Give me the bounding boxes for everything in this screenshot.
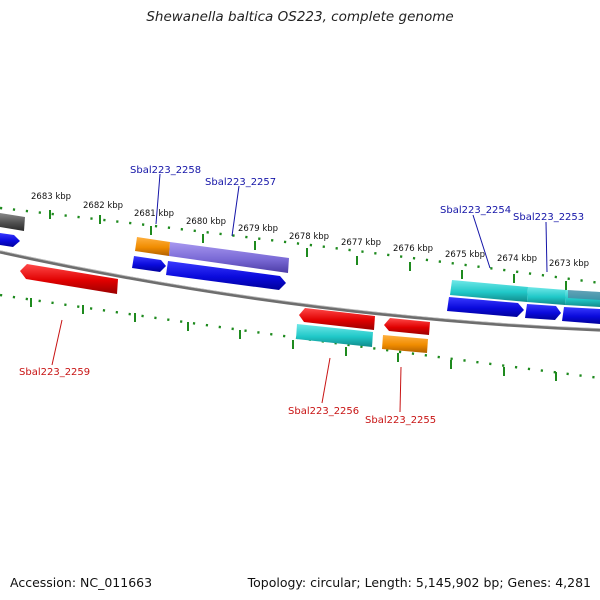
gene-label-sbal223-2254: Sbal223_2254 [440,205,511,216]
kbp-label-2678: 2678 kbp [289,232,329,242]
gene-sbal223-2257 [169,242,289,273]
gene-label-sbal223-2253: Sbal223_2253 [513,212,584,223]
genome-backbone [0,250,600,332]
kbp-label-2675: 2675 kbp [445,250,485,260]
gene-sbal223-2258 [135,237,170,256]
genome-summary-text: Topology: circular; Length: 5,145,902 bp… [247,575,591,590]
gene-blue-2258b [132,256,166,272]
gene-label-sbal223-2258: Sbal223_2258 [130,165,201,176]
kbp-label-2676: 2676 kbp [393,244,433,254]
gene-sbal223-2254 [450,280,528,302]
gene-sbal223-2256-cyan [296,324,373,347]
gene-sbal223-2259 [20,264,118,294]
accession-text: Accession: NC_011663 [10,575,153,590]
kbp-label-2682: 2682 kbp [83,201,123,211]
kbp-label-2683: 2683 kbp [31,192,71,202]
gene-label-sbal223-2259: Sbal223_2259 [19,367,90,378]
gene-sbal223-2255-red [384,318,430,335]
gene-blue-2253b [525,304,561,320]
forward-callouts [155,173,548,273]
gene-gray-right-overlay [568,290,600,300]
gene-sbal223-2253 [527,287,566,305]
gene-gray-left [0,213,25,231]
kbp-label-2679: 2679 kbp [238,224,278,234]
page-title: Shewanella baltica OS223, complete genom… [146,9,454,25]
gene-sbal223-2256-red [299,308,375,330]
outer-major-ticks [49,210,567,290]
gene-label-sbal223-2257: Sbal223_2257 [205,177,276,188]
kbp-label-2680: 2680 kbp [186,217,226,227]
inner-tick-ring [0,293,600,380]
kbp-label-2674: 2674 kbp [497,254,537,264]
gene-sbal223-2255-orange [382,335,428,353]
kbp-label-2681: 2681 kbp [134,209,174,219]
inner-major-ticks [30,298,557,381]
gene-label-sbal223-2256: Sbal223_2256 [288,406,359,417]
kbp-label-2677: 2677 kbp [341,238,381,248]
gene-label-sbal223-2255: Sbal223_2255 [365,415,436,426]
genome-backbone-highlight [0,250,600,329]
gene-blue-2254b [447,297,524,317]
kbp-label-2673: 2673 kbp [549,259,589,269]
gene-blue-left [0,233,20,247]
gene-blue-2257b [166,261,286,290]
reverse-callouts [51,319,402,413]
gene-blue-right [562,307,600,324]
